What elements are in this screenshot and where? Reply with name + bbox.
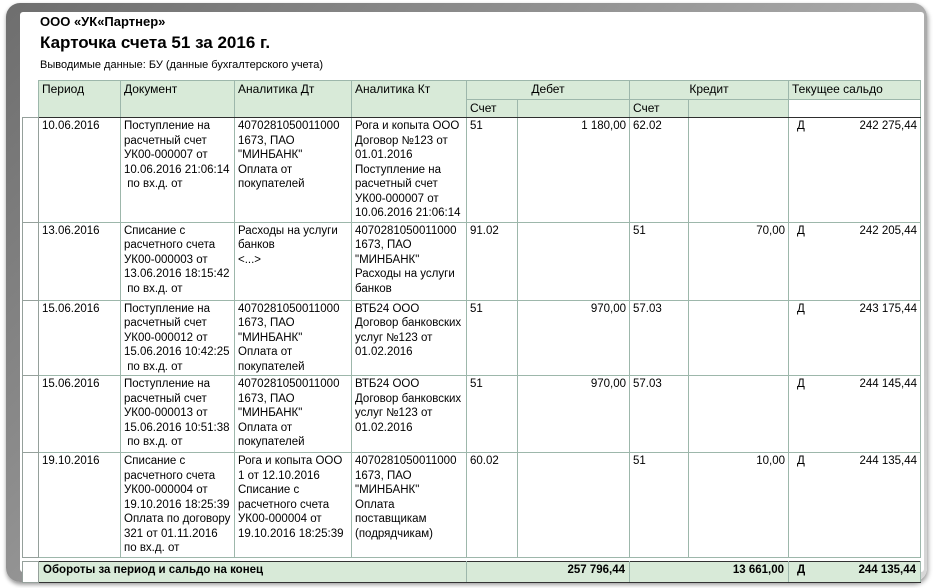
cell-debit-account[interactable]: 60.02 — [466, 452, 518, 558]
account-card-table: Период Документ Аналитика Дт Аналитика К… — [22, 80, 921, 583]
cell-debit-amount[interactable] — [517, 452, 630, 558]
cell-balance-side[interactable]: Д — [788, 221, 815, 301]
cell-period[interactable]: 13.06.2016 — [38, 221, 121, 301]
report-data-source: Выводимые данные: БУ (данные бухгалтерск… — [40, 59, 323, 71]
cell-document[interactable]: Списание с расчетного счета УК00-000003 … — [120, 221, 235, 301]
cell-analytics-dt[interactable]: 4070281050011000 1673, ПАО "МИНБАНК" Опл… — [234, 299, 352, 376]
cell-credit-account[interactable]: 51 — [629, 221, 689, 301]
header-debit-amount — [517, 99, 630, 118]
cell-analytics-kt[interactable]: 4070281050011000 1673, ПАО "МИНБАНК" Опл… — [351, 452, 467, 558]
totals-debit: 257 796,44 — [466, 561, 630, 583]
cell-analytics-dt[interactable]: Расходы на услуги банков <...> — [234, 221, 352, 301]
cell-balance-side[interactable]: Д — [788, 299, 815, 376]
header-balance-sub — [788, 99, 921, 118]
table-row: 19.10.2016 Списание с расчетного счета У… — [22, 452, 921, 558]
cell-debit-account[interactable]: 91.02 — [466, 221, 518, 301]
company-name: ООО «УК«Партнер» — [40, 14, 166, 29]
cell-period[interactable]: 15.06.2016 — [38, 299, 121, 376]
cell-balance-amount[interactable]: 244 135,44 — [814, 452, 921, 558]
cell-document[interactable]: Списание с расчетного счета УК00-000004 … — [120, 452, 235, 558]
totals-label: Обороты за период и сальдо на конец — [38, 561, 467, 583]
cell-period[interactable]: 10.06.2016 — [38, 117, 121, 223]
cell-balance-amount[interactable]: 242 275,44 — [814, 117, 921, 223]
cell-credit-amount[interactable] — [688, 117, 789, 223]
cell-balance-side[interactable]: Д — [788, 375, 815, 453]
table-header: Период Документ Аналитика Дт Аналитика К… — [22, 80, 921, 118]
cell-credit-account[interactable]: 57.03 — [629, 375, 689, 453]
header-analytics-kt: Аналитика Кт — [351, 80, 467, 118]
cell-credit-amount[interactable]: 70,00 — [688, 221, 789, 301]
gutter-cell — [22, 375, 39, 453]
cell-debit-account[interactable]: 51 — [466, 375, 518, 453]
cell-credit-amount[interactable] — [688, 299, 789, 376]
header-debit: Дебет — [466, 80, 630, 100]
cell-credit-amount[interactable] — [688, 375, 789, 453]
header-period: Период — [38, 80, 121, 118]
cell-analytics-kt[interactable]: Рога и копыта ООО Договор №123 от 01.01.… — [351, 117, 467, 223]
gutter-cell — [22, 452, 39, 558]
header-balance: Текущее сальдо — [788, 80, 921, 100]
cell-document[interactable]: Поступление на расчетный счет УК00-00001… — [120, 299, 235, 376]
gutter-cell — [22, 221, 39, 301]
totals-balance-amount: 244 135,44 — [814, 561, 921, 583]
cell-debit-account[interactable]: 51 — [466, 117, 518, 223]
table-row: 13.06.2016 Списание с расчетного счета У… — [22, 221, 921, 301]
header-document: Документ — [120, 80, 235, 118]
cell-debit-amount[interactable] — [517, 221, 630, 301]
header-credit-amount — [688, 99, 789, 118]
cell-balance-amount[interactable]: 244 145,44 — [814, 375, 921, 453]
cell-credit-account[interactable]: 51 — [629, 452, 689, 558]
cell-credit-account[interactable]: 62.02 — [629, 117, 689, 223]
cell-debit-amount[interactable]: 1 180,00 — [517, 117, 630, 223]
cell-balance-amount[interactable]: 243 175,44 — [814, 299, 921, 376]
cell-analytics-dt[interactable]: Рога и копыта ООО 1 от 12.10.2016 Списан… — [234, 452, 352, 558]
cell-analytics-kt[interactable]: ВТБ24 ООО Договор банковских услуг №123 … — [351, 299, 467, 376]
header-analytics-dt: Аналитика Дт — [234, 80, 352, 118]
totals-balance-side: Д — [788, 561, 815, 583]
totals-row: Обороты за период и сальдо на конец 257 … — [22, 561, 921, 583]
table-row: 10.06.2016 Поступление на расчетный счет… — [22, 117, 921, 223]
cell-debit-account[interactable]: 51 — [466, 299, 518, 376]
cell-analytics-dt[interactable]: 4070281050011000 1673, ПАО "МИНБАНК" Опл… — [234, 375, 352, 453]
cell-debit-amount[interactable]: 970,00 — [517, 299, 630, 376]
cell-analytics-kt[interactable]: ВТБ24 ООО Договор банковских услуг №123 … — [351, 375, 467, 453]
header-credit-account: Счет — [629, 99, 689, 118]
cell-document[interactable]: Поступление на расчетный счет УК00-00000… — [120, 117, 235, 223]
cell-credit-amount[interactable]: 10,00 — [688, 452, 789, 558]
gutter-cell — [22, 117, 39, 223]
totals-credit: 13 661,00 — [629, 561, 789, 583]
report-title: Карточка счета 51 за 2016 г. — [40, 33, 271, 52]
cell-analytics-kt[interactable]: 4070281050011000 1673, ПАО "МИНБАНК" Рас… — [351, 221, 467, 301]
cell-balance-side[interactable]: Д — [788, 117, 815, 223]
cell-balance-side[interactable]: Д — [788, 452, 815, 558]
gutter-cell — [22, 299, 39, 376]
cell-credit-account[interactable]: 57.03 — [629, 299, 689, 376]
cell-analytics-dt[interactable]: 4070281050011000 1673, ПАО "МИНБАНК" Опл… — [234, 117, 352, 223]
table-row: 15.06.2016 Поступление на расчетный счет… — [22, 299, 921, 376]
header-debit-account: Счет — [466, 99, 518, 118]
cell-balance-amount[interactable]: 242 205,44 — [814, 221, 921, 301]
gutter-header-cell — [22, 80, 39, 118]
report-header: ООО «УК«Партнер» Карточка счета 51 за 20… — [20, 12, 924, 72]
spacer-row — [22, 557, 921, 562]
cell-period[interactable]: 19.10.2016 — [38, 452, 121, 558]
cell-document[interactable]: Поступление на расчетный счет УК00-00001… — [120, 375, 235, 453]
cell-debit-amount[interactable]: 970,00 — [517, 375, 630, 453]
cell-period[interactable]: 15.06.2016 — [38, 375, 121, 453]
header-credit: Кредит — [629, 80, 789, 100]
report-page: ООО «УК«Партнер» Карточка счета 51 за 20… — [20, 12, 924, 583]
gutter-cell — [22, 561, 39, 583]
table-row: 15.06.2016 Поступление на расчетный счет… — [22, 375, 921, 453]
